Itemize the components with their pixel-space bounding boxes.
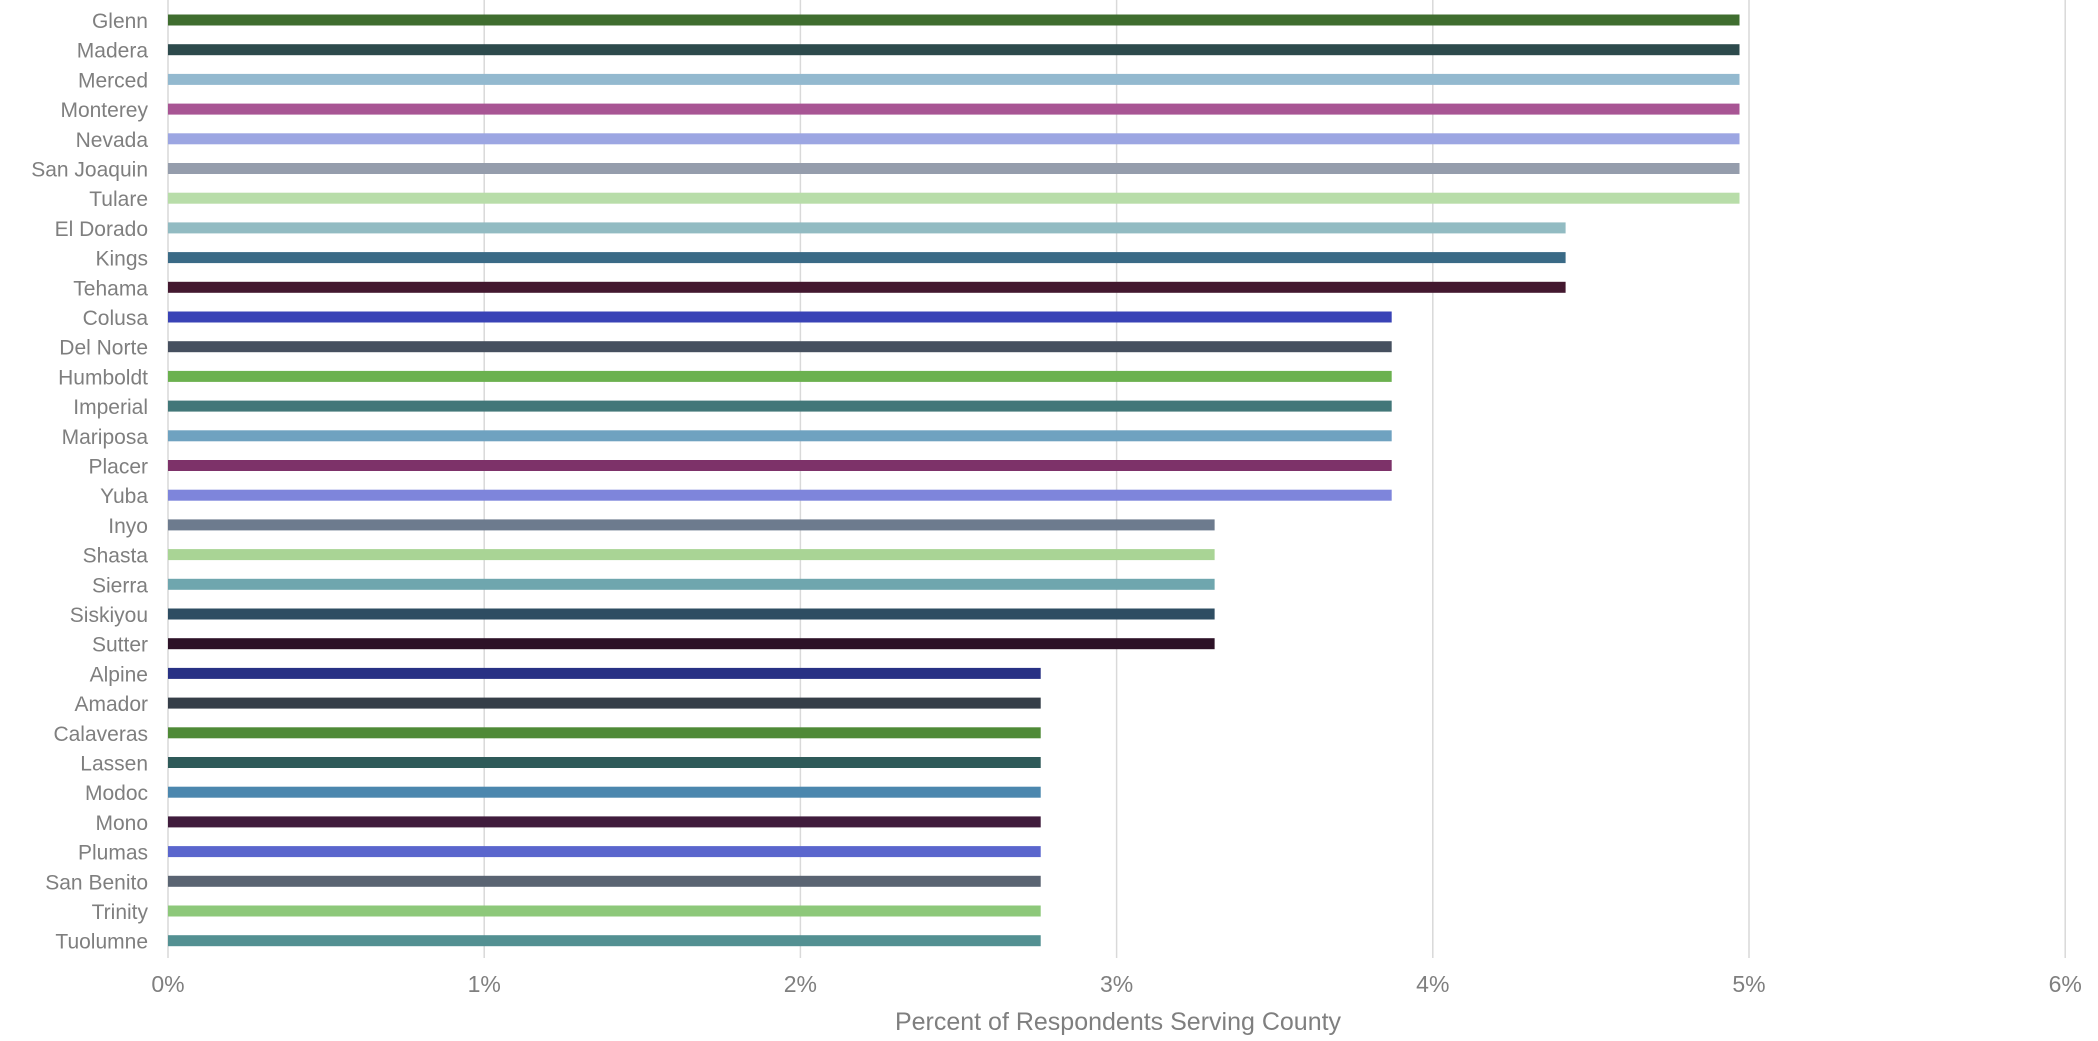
bar [168,816,1041,828]
category-label: Mono [95,812,148,835]
category-label: Kings [95,248,148,271]
category-label: Glenn [92,10,148,33]
bar [168,489,1392,501]
bar [168,73,1740,85]
bar [168,44,1740,56]
bar [168,163,1740,174]
category-label: Nevada [76,129,149,152]
category-label: Alpine [90,663,148,686]
bars [168,14,1740,947]
bar [168,311,1392,323]
bar [168,103,1740,115]
x-tick-label: 1% [468,971,501,997]
category-label: Siskiyou [70,604,148,627]
category-labels: Glenn Madera Merced Monterey Nevada San Joaqu… [31,10,148,954]
x-tick-labels: 0% 1% 2% 3% 4% 5% 6% [151,971,2081,997]
category-label: Placer [88,456,148,479]
bar [168,935,1041,947]
category-label: Merced [78,69,148,92]
category-label: Sierra [92,574,148,597]
category-label: Mariposa [62,426,149,449]
category-label: El Dorado [55,218,148,241]
category-label: Calaveras [53,723,148,746]
bar [168,14,1740,26]
x-axis-title: Percent of Respondents Serving County [895,1008,1342,1036]
bar [168,786,1041,798]
bar [168,549,1215,561]
category-label: Amador [74,693,148,716]
category-label: Inyo [108,515,148,538]
category-label: Tuolumne [55,931,148,954]
category-label: Del Norte [59,337,148,360]
category-label: Sutter [92,634,148,657]
category-label: Madera [77,40,149,63]
category-label: Colusa [83,307,149,330]
category-label: Modoc [85,782,148,805]
category-label: Plumas [78,842,148,865]
bar [168,370,1392,382]
category-label: Monterey [60,99,148,122]
bar [168,133,1740,145]
bar [168,192,1740,204]
category-label: Tulare [89,188,148,211]
category-label: Imperial [73,396,148,419]
category-label: San Benito [45,871,148,894]
category-label: Shasta [83,545,149,568]
bar [168,222,1566,234]
category-label: Lassen [80,753,148,776]
x-tick-label: 6% [2049,971,2082,997]
bar [168,638,1215,650]
x-tick-label: 3% [1100,971,1133,997]
category-label: Tehama [73,277,148,300]
bar [168,608,1215,620]
bar [168,430,1392,442]
bar [168,578,1215,590]
category-label: San Joaquin [31,159,148,182]
bar [168,519,1215,531]
bar [168,846,1041,858]
x-tick-label: 0% [151,971,184,997]
x-tick-label: 2% [784,971,817,997]
bar [168,667,1041,679]
gridlines [167,0,2066,958]
category-label: Trinity [92,901,149,924]
x-tick-label: 4% [1416,971,1449,997]
bar [168,460,1392,471]
bar [168,727,1041,739]
bar [168,341,1392,353]
bar [168,697,1041,709]
category-label: Yuba [100,485,148,508]
bar [168,400,1392,412]
bar [168,252,1566,264]
bar [168,905,1041,917]
bar [168,875,1041,887]
bar [168,281,1566,293]
category-label: Humboldt [58,366,148,389]
bar [168,757,1041,768]
x-tick-label: 5% [1732,971,1765,997]
